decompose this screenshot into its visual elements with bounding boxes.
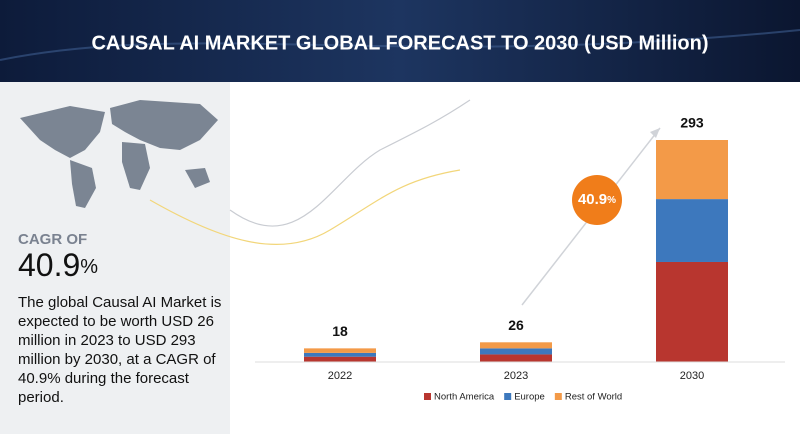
legend-label: North America — [434, 392, 495, 403]
growth-label: 40.9% — [578, 191, 616, 208]
legend-swatch — [424, 393, 431, 400]
total-label: 18 — [332, 323, 348, 339]
header-decoration — [0, 29, 800, 61]
x-tick-label: 2023 — [504, 370, 528, 382]
bar-segment — [656, 140, 728, 200]
cagr-title: CAGR OF — [18, 231, 87, 248]
description: The global Causal AI Market is expected … — [18, 294, 222, 406]
legend-swatch — [554, 393, 562, 400]
world-map — [20, 100, 218, 208]
total-label: 26 — [508, 317, 524, 333]
cagr-number: 40.9 — [18, 247, 80, 283]
growth-arrowhead — [650, 128, 660, 138]
legend-label: Europe — [514, 392, 545, 403]
bar-segment — [480, 348, 552, 355]
cagr-value: 40.9% — [18, 247, 98, 283]
decoration-curve — [229, 99, 471, 227]
total-label: 293 — [680, 115, 704, 131]
decoration-curve — [149, 169, 461, 246]
x-tick-label: 2022 — [328, 370, 352, 382]
bar-segment — [480, 342, 552, 349]
bar-segment — [656, 199, 728, 262]
growth-number: 40.9 — [578, 191, 607, 208]
cagr-unit: % — [80, 256, 98, 278]
growth-bubble — [572, 175, 622, 225]
bar-segment — [304, 348, 376, 353]
chart-title: CAUSAL AI MARKET GLOBAL FORECAST TO 2030… — [91, 32, 708, 54]
bar-segment — [304, 352, 376, 357]
legend-swatch — [504, 393, 512, 400]
bar-segment — [304, 356, 376, 362]
growth-unit: % — [607, 195, 616, 206]
bar-segment — [656, 261, 728, 362]
legend-label: Rest of World — [565, 392, 622, 403]
bar-segment — [480, 354, 552, 362]
x-tick-label: 2030 — [680, 370, 704, 382]
